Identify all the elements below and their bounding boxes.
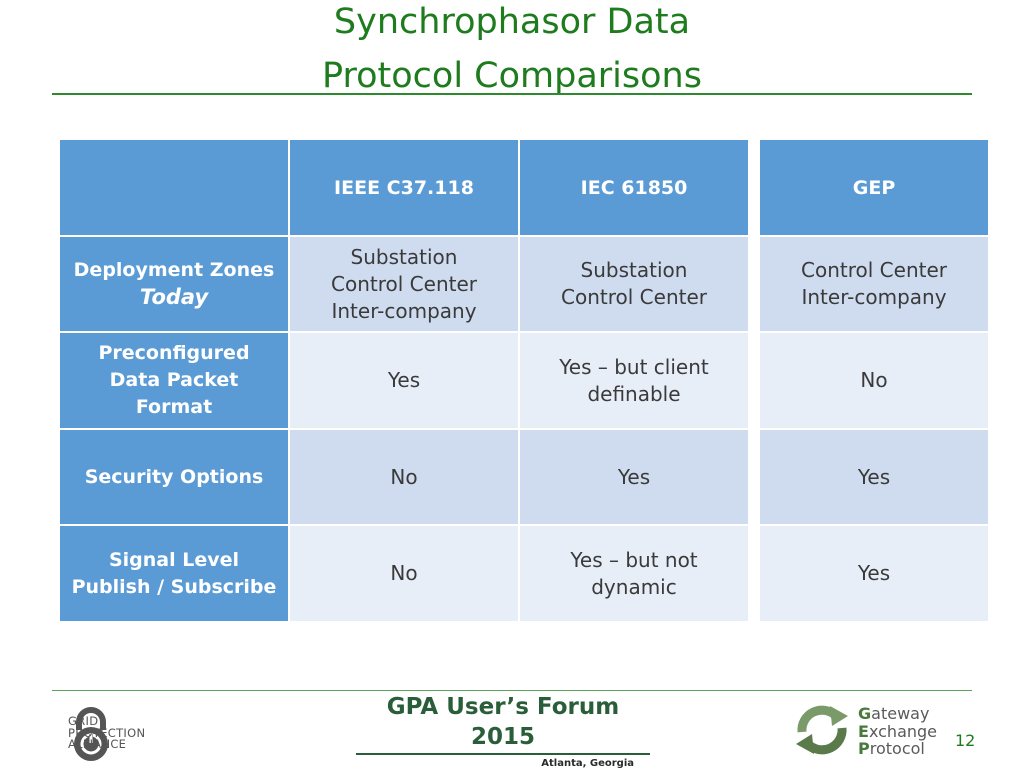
row-header-label: Format <box>135 396 213 418</box>
cell-text: No <box>390 464 418 489</box>
cell-text: Control Center <box>561 285 707 309</box>
column-header-label: GEP <box>852 176 896 199</box>
table-header-cell: IEEE C37.118 <box>290 140 520 237</box>
cell-text: Substation <box>580 258 688 282</box>
cell-text: dynamic <box>591 574 677 599</box>
forum-underline <box>356 753 650 755</box>
cell-text: Yes – but not <box>570 547 698 572</box>
table-header-cell: IEC 61850 <box>520 140 750 237</box>
cell-text: Yes <box>857 561 891 585</box>
forum-banner: GPA User’s Forum 2015 Atlanta, Georgia <box>356 692 650 769</box>
table-data-cell: Control Center Inter-company <box>760 237 990 333</box>
cell-text: Inter-company <box>801 285 947 309</box>
table-data-cell: No <box>290 430 520 526</box>
table-data-cell: Substation Control Center <box>520 237 750 333</box>
row-header-label: Publish / Subscribe <box>71 575 277 598</box>
slide-title-line2: Protocol Comparisons <box>322 56 702 96</box>
cell-text: Control Center <box>801 258 947 282</box>
row-header-cell: Deployment Zones Today <box>60 237 290 333</box>
table-data-cell: Yes <box>290 333 520 430</box>
column-header-label: IEC 61850 <box>580 176 688 199</box>
cell-text: Yes <box>387 368 421 392</box>
padlock-power-icon <box>74 707 108 761</box>
cell-text: No <box>390 561 418 585</box>
row-header-label: Deployment Zones <box>73 259 275 281</box>
row-header-emphasis: Today <box>139 285 209 309</box>
gpa-logo-text: GRID PROTECTION ALLIANCE <box>68 714 146 751</box>
cell-text: Yes <box>857 464 891 489</box>
cell-text: Inter-company <box>331 298 477 323</box>
row-header-cell: Security Options <box>60 430 290 526</box>
row-header-label: Preconfigured <box>98 342 250 364</box>
table-header-cell: GEP <box>760 140 990 237</box>
table-data-cell: Yes <box>760 526 990 623</box>
cell-text: definable <box>587 381 681 406</box>
table-data-cell: Yes <box>520 430 750 526</box>
page-number: 12 <box>955 731 976 750</box>
table-data-cell: Yes – but client definable <box>520 333 750 430</box>
cell-text: Yes – but client <box>559 354 709 379</box>
row-header-label: Signal Level <box>108 548 240 571</box>
row-header-cell: Preconfigured Data Packet Format <box>60 333 290 430</box>
row-header-label: Security Options <box>84 465 264 488</box>
table-data-cell: Yes – but not dynamic <box>520 526 750 623</box>
title-underline <box>52 93 972 95</box>
table-data-cell: No <box>290 526 520 623</box>
row-header-label: Data Packet <box>109 369 239 391</box>
table-header-cell <box>60 140 290 237</box>
table-data-cell: No <box>760 333 990 430</box>
cell-text: Yes <box>617 464 651 489</box>
cell-text: No <box>860 368 888 392</box>
slide-title: Synchrophasor Data Protocol Comparisons <box>0 0 1024 103</box>
forum-title: GPA User’s Forum 2015 <box>386 694 620 750</box>
cell-text: Substation <box>350 244 458 269</box>
forum-location: Atlanta, Georgia <box>541 758 634 769</box>
table-data-cell: Substation Control Center Inter-company <box>290 237 520 333</box>
column-header-label: IEEE C37.118 <box>334 176 474 199</box>
gep-logo-text: Gateway Exchange Protocol <box>858 704 938 758</box>
recycle-arrows-icon <box>796 705 848 755</box>
table-data-cell: Yes <box>760 430 990 526</box>
cell-text: Control Center <box>331 271 477 296</box>
slide-title-line1: Synchrophasor Data <box>333 2 691 42</box>
footer-divider <box>52 690 972 691</box>
row-header-cell: Signal Level Publish / Subscribe <box>60 526 290 623</box>
